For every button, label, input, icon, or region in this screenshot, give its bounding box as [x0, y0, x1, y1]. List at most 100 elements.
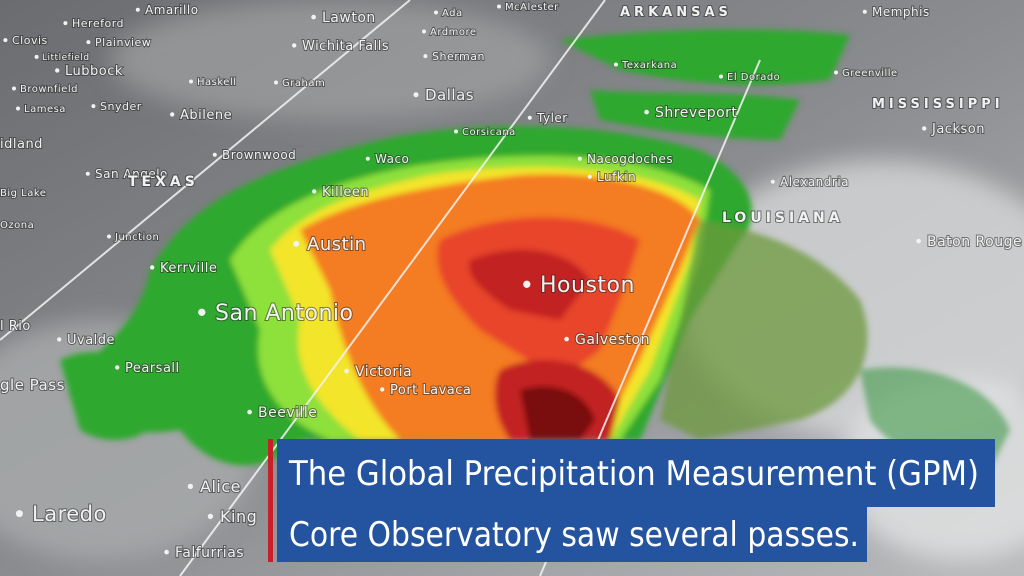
city-label: Sherman	[432, 50, 485, 63]
city-label: Pearsall	[125, 361, 180, 376]
place-dot	[15, 510, 23, 518]
city-label: Amarillo	[145, 3, 199, 17]
city-label: Galveston	[575, 332, 650, 348]
city-label: l Rio	[0, 319, 31, 334]
caption: The Global Precipitation Measurement (GP…	[268, 439, 995, 562]
place-dot	[834, 70, 838, 75]
place-dot	[312, 189, 317, 194]
place-dot	[164, 549, 169, 555]
region-label: LOUISIANA	[722, 210, 844, 226]
place-dot	[564, 336, 569, 342]
place-dot	[189, 79, 193, 84]
city-label: Snyder	[100, 100, 142, 113]
place-dot	[150, 265, 155, 270]
place-dot	[644, 109, 649, 115]
city-label: McAlester	[505, 2, 559, 13]
place-dot	[344, 368, 349, 374]
city-label: Littlefield	[42, 53, 90, 63]
city-label: Memphis	[872, 5, 930, 19]
city-label: San Antonio	[215, 301, 353, 326]
city-label: Junction	[114, 232, 159, 243]
city-label: Waco	[375, 152, 409, 166]
place-dot	[614, 62, 618, 67]
city-label: Ozona	[0, 220, 34, 231]
city-label: Big Lake	[0, 188, 46, 199]
place-dot	[365, 156, 370, 161]
city-label: Houston	[540, 273, 635, 298]
place-dot	[3, 38, 8, 43]
city-label: Alice	[200, 477, 241, 496]
place-dot	[916, 238, 921, 244]
place-dot	[135, 7, 140, 12]
city-label: Clovis	[12, 34, 48, 47]
city-label: Austin	[307, 234, 367, 255]
city-label: Tyler	[536, 111, 568, 125]
city-label: Jackson	[931, 122, 985, 137]
city-label: Laredo	[32, 502, 107, 526]
place-dot	[34, 54, 39, 59]
city-label: Abilene	[180, 108, 232, 123]
place-dot	[292, 43, 297, 48]
city-label: Alexandria	[780, 175, 849, 189]
place-dot	[922, 126, 927, 131]
city-label: Uvalde	[67, 333, 115, 348]
city-label: Victoria	[355, 364, 412, 380]
city-label: Brownfield	[20, 84, 78, 95]
place-dot	[12, 86, 16, 91]
place-dot	[57, 337, 62, 342]
place-dot	[85, 171, 90, 176]
city-label: Wichita Falls	[302, 39, 389, 54]
city-label: Kerrville	[160, 261, 217, 276]
city-label: Dallas	[425, 86, 474, 104]
city-label: Hereford	[72, 17, 124, 30]
place-dot	[55, 68, 60, 73]
caption-box	[277, 507, 867, 562]
place-dot	[311, 14, 316, 20]
place-dot	[719, 74, 723, 79]
place-dot	[115, 365, 120, 370]
place-labels: Amarillo Lawton Ada McAlester ARKANSAS Memphi…	[0, 1, 1023, 562]
city-label: Ada	[442, 8, 463, 19]
city-label: Lufkin	[597, 170, 636, 184]
city-label: Lamesa	[24, 104, 66, 115]
place-dot	[770, 179, 775, 184]
city-label: Haskell	[197, 77, 237, 88]
place-dot	[577, 156, 582, 161]
region-label: TEXAS	[128, 174, 199, 190]
city-label: Killeen	[322, 185, 369, 200]
place-dot	[212, 152, 217, 157]
place-dot	[198, 308, 206, 316]
city-label: Lawton	[322, 10, 376, 26]
place-dot	[422, 29, 426, 34]
place-dot	[86, 40, 91, 45]
city-label: San Angelo	[95, 167, 168, 181]
place-dot	[454, 129, 458, 134]
place-dot	[170, 112, 175, 117]
city-label: Port Lavaca	[390, 383, 471, 398]
city-label: idland	[0, 137, 43, 152]
city-label: Corsicana	[462, 127, 516, 138]
place-dot	[187, 483, 194, 490]
city-label: Falfurrias	[175, 545, 244, 561]
city-label: King	[220, 507, 257, 526]
city-label: Shreveport	[655, 105, 737, 121]
place-dot	[523, 280, 531, 288]
place-dot	[380, 387, 385, 392]
region-label: ARKANSAS	[620, 5, 732, 20]
city-label: Brownwood	[222, 148, 296, 162]
place-dot	[423, 54, 428, 59]
city-label: Lubbock	[65, 64, 123, 79]
city-label: Graham	[282, 78, 325, 89]
place-dot	[207, 513, 214, 520]
city-label: Nacogdoches	[587, 152, 673, 166]
place-dot	[587, 174, 592, 179]
place-dot	[497, 4, 501, 9]
city-label: gle Pass	[0, 376, 65, 394]
city-label: Beeville	[258, 405, 317, 421]
city-label: Greenville	[842, 68, 898, 79]
place-dot	[63, 21, 68, 26]
city-label: Baton Rouge	[927, 234, 1022, 250]
city-label: Texarkana	[621, 60, 677, 71]
